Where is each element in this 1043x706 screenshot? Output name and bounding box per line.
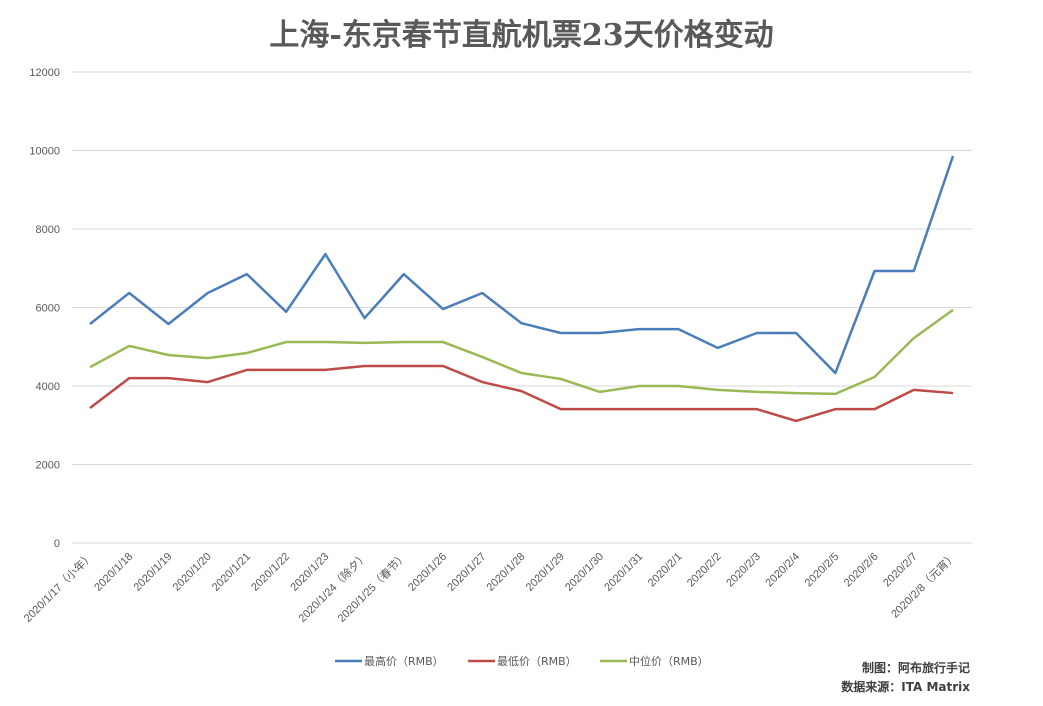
x-tick-label: 2020/1/28	[485, 551, 528, 594]
x-tick-label: 2020/1/29	[524, 551, 567, 594]
y-tick-label: 8000	[36, 224, 60, 236]
x-tick-label: 2020/1/26	[406, 551, 449, 594]
x-tick-label: 2020/2/4	[763, 551, 802, 590]
x-tick-label: 2020/1/25（春节）	[335, 550, 410, 625]
chart-title: 上海-东京春节直航机票23天价格变动	[269, 18, 774, 53]
y-tick-label: 0	[54, 538, 60, 550]
legend-label: 最高价（RMB）	[364, 654, 444, 668]
y-tick-label: 12000	[29, 67, 60, 79]
x-tick-label: 2020/1/27	[445, 551, 488, 594]
credit-source: 数据来源：ITA Matrix	[841, 680, 970, 694]
x-tick-label: 2020/1/20	[171, 551, 214, 594]
x-tick-label: 2020/1/21	[210, 551, 253, 594]
x-tick-label: 2020/2/8（元宵）	[888, 549, 959, 620]
x-tick-label: 2020/1/30	[563, 551, 606, 594]
x-tick-label: 2020/1/24（除夕）	[295, 549, 371, 625]
x-tick-label: 2020/2/7	[881, 551, 920, 590]
x-tick-label: 2020/1/31	[602, 551, 645, 594]
y-tick-label: 2000	[36, 460, 60, 472]
series-line-0	[89, 155, 955, 375]
y-tick-label: 10000	[29, 146, 60, 158]
x-tick-label: 2020/1/18	[92, 551, 135, 594]
x-tick-label: 2020/2/1	[646, 551, 685, 590]
x-tick-label: 2020/1/17（小年）	[21, 549, 97, 625]
legend-label: 中位价（RMB）	[629, 654, 709, 668]
x-tick-label: 2020/2/3	[724, 551, 763, 590]
x-tick-label: 2020/2/2	[685, 551, 724, 590]
legend-label: 最低价（RMB）	[497, 655, 577, 668]
x-tick-label: 2020/2/5	[803, 551, 842, 590]
y-tick-label: 4000	[36, 381, 60, 393]
x-tick-label: 2020/1/22	[249, 551, 292, 594]
x-tick-label: 2020/1/19	[131, 551, 174, 594]
x-tick-label: 2020/2/6	[842, 551, 881, 590]
y-tick-label: 6000	[36, 303, 60, 315]
credit-author: 制图：阿布旅行手记	[861, 661, 970, 675]
